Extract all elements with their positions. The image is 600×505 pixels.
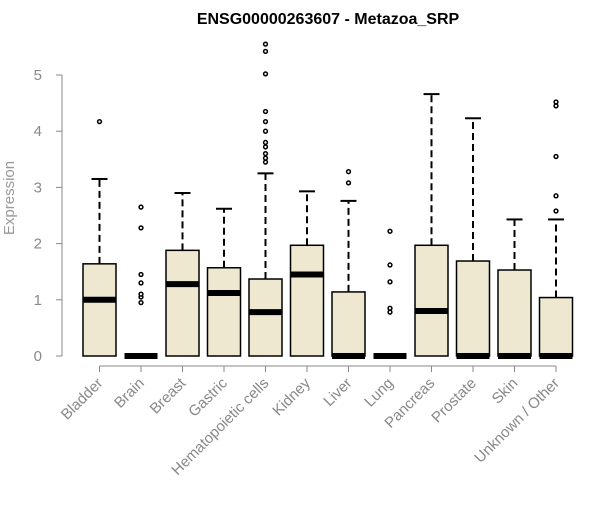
x-tick-label: Kidney bbox=[269, 374, 314, 419]
box-gastric bbox=[206, 267, 242, 357]
outlier-point bbox=[387, 228, 393, 234]
outlier-point bbox=[553, 193, 559, 199]
outlier-point bbox=[345, 169, 352, 175]
box-hematopoietic-cells bbox=[248, 278, 283, 357]
outlier-point bbox=[553, 208, 559, 214]
box-bladder bbox=[82, 263, 117, 357]
outlier-point bbox=[138, 204, 144, 210]
outlier-point bbox=[262, 118, 269, 125]
y-tick-label: 4 bbox=[34, 123, 42, 140]
x-tick-label: Skin bbox=[489, 375, 522, 408]
outlier-point bbox=[262, 41, 269, 47]
outlier-point bbox=[387, 279, 393, 285]
outlier-point bbox=[553, 153, 559, 160]
outlier-point bbox=[138, 225, 144, 231]
box-unknown-other bbox=[538, 296, 574, 357]
x-tick-label: Lung bbox=[361, 375, 397, 411]
box-skin bbox=[497, 269, 532, 357]
x-tick-label: Breast bbox=[147, 374, 190, 417]
outlier-point bbox=[138, 291, 144, 297]
outlier-point bbox=[262, 108, 269, 115]
outlier-point bbox=[138, 280, 144, 286]
outlier-point bbox=[262, 144, 269, 150]
outlier-point bbox=[262, 155, 269, 161]
outlier-point bbox=[262, 48, 269, 55]
outlier-point bbox=[262, 71, 269, 77]
outlier-point bbox=[262, 139, 269, 146]
outlier-point bbox=[553, 99, 559, 105]
outlier-point bbox=[138, 271, 144, 278]
outlier-point bbox=[387, 262, 393, 268]
box-kidney bbox=[289, 244, 325, 357]
outlier-point bbox=[262, 128, 269, 134]
y-tick-label: 5 bbox=[34, 67, 42, 84]
x-tick-label: Prostate bbox=[428, 375, 480, 427]
y-tick-label: 0 bbox=[34, 348, 42, 365]
box-liver bbox=[331, 291, 366, 357]
y-tick-label: 2 bbox=[34, 236, 42, 253]
x-tick-label: Liver bbox=[320, 375, 355, 410]
outlier-point bbox=[387, 305, 393, 311]
x-tick-label: Brain bbox=[111, 375, 148, 412]
outlier-point bbox=[262, 151, 269, 157]
outlier-point bbox=[96, 118, 103, 125]
box-breast bbox=[165, 249, 200, 357]
chart-title: ENSG00000263607 - Metazoa_SRP bbox=[197, 11, 460, 28]
box-pancreas bbox=[414, 244, 449, 357]
box-prostate bbox=[455, 260, 491, 357]
y-tick-label: 3 bbox=[34, 179, 42, 196]
outlier-point bbox=[138, 299, 144, 306]
x-tick-label: Bladder bbox=[58, 375, 107, 424]
outlier-point bbox=[345, 180, 352, 186]
y-axis-label: Expression bbox=[1, 161, 18, 235]
y-tick-label: 1 bbox=[34, 292, 42, 309]
